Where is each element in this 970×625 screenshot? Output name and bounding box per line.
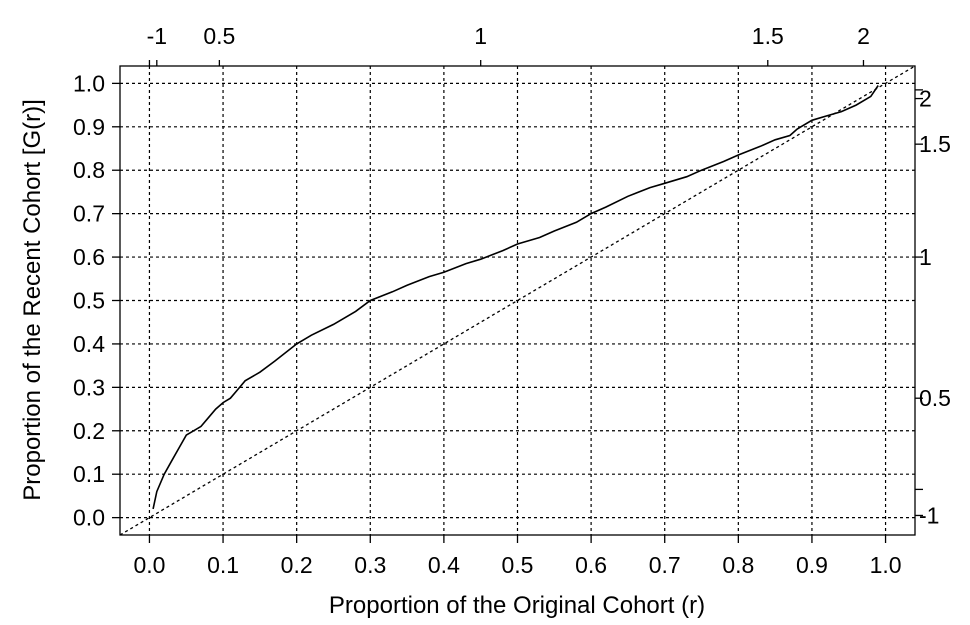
top-axis-tick-label: 0.5 — [203, 23, 235, 49]
reference-diagonal-line — [119, 65, 916, 536]
x-tick-label: 0.4 — [428, 552, 460, 578]
x-tick-label: 0.0 — [133, 552, 165, 578]
y-tick-label: 0.2 — [73, 418, 105, 444]
y-tick-label: 0.6 — [73, 244, 105, 270]
cohort-curve-line — [152, 85, 879, 510]
y-tick-label: 0.7 — [73, 201, 105, 227]
x-tick-label: 0.8 — [722, 552, 754, 578]
x-tick-label: 0.5 — [502, 552, 534, 578]
x-tick-label: 0.9 — [796, 552, 828, 578]
x-tick-label: 1.0 — [870, 552, 902, 578]
tick-labels: 0.0 0.1 0.2 0.3 0.4 0.5 0.6 0.7 0.8 0.9 1.0 0.0 0.1 0… — [73, 23, 951, 578]
top-axis-tick-label: 1.5 — [752, 23, 784, 49]
right-axis-tick-label: 0.5 — [919, 385, 951, 411]
y-tick-label: 0.8 — [73, 157, 105, 183]
y-axis-label: Proportion of the Recent Cohort [G(r)] — [19, 99, 46, 501]
y-tick-label: 0.3 — [73, 374, 105, 400]
x-tick-label: 0.3 — [354, 552, 386, 578]
y-tick-label: 0.4 — [73, 331, 105, 357]
y-tick-label: 1.0 — [73, 70, 105, 96]
x-tick-label: 0.6 — [575, 552, 607, 578]
y-tick-label: 0.9 — [73, 114, 105, 140]
top-axis-tick-label: 1 — [474, 23, 487, 49]
right-axis-tick-label: 1.5 — [919, 131, 951, 157]
top-axis-tick-label: 2 — [857, 23, 870, 49]
right-axis-tick-label: -1 — [919, 502, 939, 528]
grid-lines — [120, 66, 915, 535]
x-tick-label: 0.2 — [281, 552, 313, 578]
series-layer — [119, 65, 916, 536]
x-tick-label: 0.7 — [649, 552, 681, 578]
right-axis-tick-label: 1 — [919, 244, 932, 270]
top-axis-tick-label: -1 — [147, 23, 167, 49]
x-tick-label: 0.1 — [207, 552, 239, 578]
x-axis-label: Proportion of the Original Cohort (r) — [329, 592, 705, 619]
y-tick-label: 0.5 — [73, 288, 105, 314]
y-tick-label: 0.0 — [73, 505, 105, 531]
axis-ticks — [112, 60, 923, 543]
right-axis-tick-label: 2 — [919, 86, 932, 112]
y-tick-label: 0.1 — [73, 461, 105, 487]
